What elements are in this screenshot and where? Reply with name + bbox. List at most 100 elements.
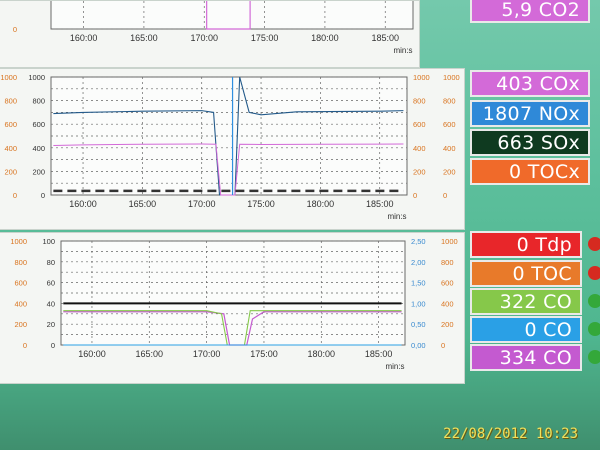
x-tick-label: 175:00 — [247, 199, 275, 209]
left-axis-2-label: 60 — [47, 279, 55, 288]
x-tick-label: 180:00 — [307, 199, 335, 209]
badge-co-purple-value: 334 — [499, 346, 537, 369]
plot-area — [50, 76, 408, 196]
left-axis-2-label: 0 — [51, 341, 55, 350]
left-axis-1-label: 200 — [4, 167, 17, 176]
x-unit-label: min:s — [385, 362, 404, 371]
right-axis-1-label: 0,50 — [411, 320, 426, 329]
x-tick-label: 160:00 — [78, 349, 106, 359]
left-axis-2-label: 1000 — [28, 73, 45, 82]
x-tick-label: 170:00 — [193, 349, 221, 359]
chart-emissions-svg: 160:00 165:00 170:00 175:00 180:00 185:00 min:… — [0, 73, 460, 221]
right-axis-1-label: 0 — [413, 191, 417, 200]
badge-toc-value: 0 — [512, 262, 525, 285]
right-axis-1-label: 200 — [413, 167, 426, 176]
right-axis-2-label: 600 — [441, 279, 454, 288]
badge-co-green-value: 322 — [499, 290, 537, 313]
badge-co-purple[interactable]: 334 CO — [470, 344, 582, 371]
left-axis-2-label: 100 — [42, 237, 55, 246]
right-axis-2-label: 1000 — [441, 237, 458, 246]
right-axis-2-label: 800 — [441, 258, 454, 267]
right-axis-1-label: 400 — [413, 144, 426, 153]
badge-nox-value: 1807 — [482, 102, 533, 125]
badge-co2-unit: CO2 — [538, 0, 580, 21]
right-axis-1-label: 1,50 — [411, 279, 426, 288]
badge-sox-unit: SOx — [540, 131, 580, 154]
badge-tocx-value: 0 — [508, 160, 522, 183]
left-axis-1-label: 200 — [14, 320, 27, 329]
badge-toc[interactable]: 0 TOC — [470, 260, 582, 287]
series-co2 — [206, 1, 251, 30]
left-axis-1-label: 800 — [4, 97, 17, 106]
right-axis-1-label: 600 — [413, 120, 426, 129]
left-axis-2-label: 600 — [32, 120, 45, 129]
badge-tocx[interactable]: 0 TOCx — [470, 158, 590, 185]
badge-cox[interactable]: 403 COx — [470, 70, 590, 97]
right-axis-2-label: 1000 — [443, 73, 460, 82]
badge-sox[interactable]: 663 SOx — [470, 129, 590, 156]
x-tick-label: 165:00 — [136, 349, 164, 359]
x-tick-label: 185:00 — [366, 199, 394, 209]
left-axis-2-label: 20 — [47, 320, 55, 329]
left-axis-2-label: 40 — [47, 299, 55, 308]
right-axis-2-label: 0 — [441, 341, 445, 350]
badge-tdp-unit: Tdp — [535, 233, 572, 256]
badge-co-blue-value: 0 — [524, 318, 537, 341]
right-axis-2-label: 400 — [443, 144, 456, 153]
x-tick-label: 160:00 — [70, 33, 98, 43]
status-led-co-purple — [588, 350, 600, 364]
x-tick-label: 170:00 — [188, 199, 216, 209]
left-axis-1-label: 1000 — [10, 237, 27, 246]
status-led-co-blue — [588, 322, 600, 336]
x-unit-label: min:s — [387, 212, 406, 221]
x-unit-label: min:s — [393, 46, 412, 55]
status-led-co-green — [588, 294, 600, 308]
left-axis-1-label: 600 — [4, 120, 17, 129]
left-axis-2-label: 200 — [32, 167, 45, 176]
right-axis-1-label: 800 — [413, 97, 426, 106]
right-axis-1-label: 0,00 — [411, 341, 426, 350]
chart-co-panel: 160:00 165:00 170:00 175:00 180:00 185:00 min:… — [0, 232, 465, 384]
right-axis-2-label: 400 — [441, 299, 454, 308]
badge-co-green[interactable]: 322 CO — [470, 288, 582, 315]
series-cox — [53, 143, 404, 196]
chart-emissions-panel: 160:00 165:00 170:00 175:00 180:00 185:00 min:… — [0, 68, 465, 230]
right-axis-2-label: 200 — [441, 320, 454, 329]
left-axis-1-label: 0 — [23, 341, 27, 350]
status-led-tdp — [588, 237, 600, 251]
chart-co-svg: 160:00 165:00 170:00 175:00 180:00 185:00 min:… — [10, 237, 458, 371]
left-axis-1-label: 800 — [14, 258, 27, 267]
badge-tocx-unit: TOCx — [527, 160, 580, 183]
badge-tdp-value: 0 — [516, 233, 530, 256]
x-tick-label: 175:00 — [251, 33, 279, 43]
right-axis-2-label: 600 — [443, 120, 456, 129]
right-axis-1-label: 2,50 — [411, 237, 426, 246]
x-tick-label: 180:00 — [311, 33, 339, 43]
badge-co2[interactable]: 5,9 CO2 — [470, 0, 590, 23]
plot-area — [50, 1, 414, 30]
left-axis-2-label: 800 — [32, 97, 45, 106]
left-axis-1-label: 0 — [13, 191, 17, 200]
badge-nox[interactable]: 1807 NOx — [470, 100, 590, 127]
x-tick-label: 170:00 — [190, 33, 218, 43]
badge-cox-unit: COx — [539, 72, 580, 95]
badge-tdp[interactable]: 0 Tdp — [470, 231, 582, 258]
badge-cox-value: 403 — [496, 72, 534, 95]
right-axis-2-label: 0 — [443, 191, 447, 200]
x-tick-label: 165:00 — [130, 33, 158, 43]
right-axis-2-label: 800 — [443, 97, 456, 106]
left-axis-1-label: 400 — [14, 299, 27, 308]
badge-co-blue-unit: CO — [543, 318, 572, 341]
left-axis-1-label: 600 — [14, 279, 27, 288]
badge-sox-value: 663 — [497, 131, 535, 154]
badge-co-green-unit: CO — [543, 290, 572, 313]
right-axis-1-label: 1000 — [413, 73, 430, 82]
badge-co-blue[interactable]: 0 CO — [470, 316, 582, 343]
right-axis-1-label: 2,00 — [411, 258, 426, 267]
photo-timestamp: 22/08/2012 10:23 — [443, 426, 578, 442]
left-axis-2-label: 80 — [47, 258, 55, 267]
right-axis-1-label: 1,00 — [411, 299, 426, 308]
left-axis-2-label: 400 — [32, 144, 45, 153]
left-axis-1-label: 1000 — [0, 73, 17, 82]
status-led-toc — [588, 266, 600, 280]
